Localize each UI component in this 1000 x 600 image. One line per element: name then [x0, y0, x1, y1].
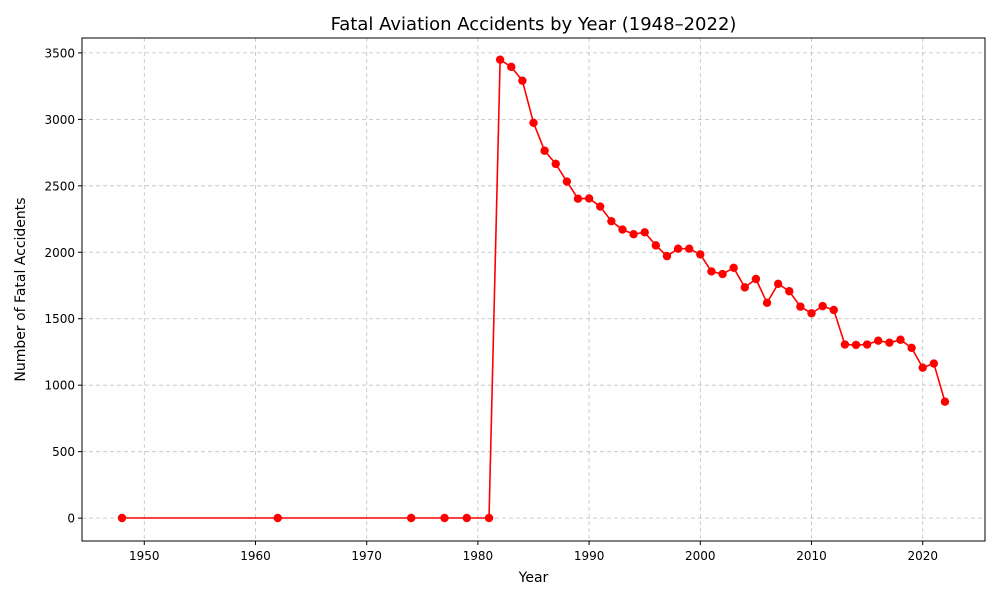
data-point: [607, 216, 616, 226]
data-point: [540, 146, 549, 155]
x-tick-label: 2010: [796, 549, 827, 563]
data-point: [807, 309, 816, 318]
data-point: [851, 340, 861, 350]
data-point: [762, 298, 772, 307]
data-point: [518, 76, 527, 85]
data-point: [684, 244, 694, 253]
data-point: [862, 340, 872, 349]
data-point: [907, 343, 916, 353]
data-point: [718, 269, 727, 279]
x-tick-label: 1960: [240, 549, 271, 563]
data-point: [495, 55, 505, 64]
data-point: [940, 397, 950, 406]
data-series: [117, 55, 950, 523]
data-point: [406, 513, 416, 523]
data-point: [840, 340, 850, 349]
data-point: [462, 513, 471, 523]
data-point: [117, 513, 127, 523]
data-point: [918, 363, 927, 372]
y-axis-label: Number of Fatal Accidents: [13, 197, 29, 381]
data-point: [773, 279, 783, 288]
data-point: [818, 301, 827, 311]
x-tick-label: 1970: [351, 549, 382, 563]
data-point: [874, 336, 883, 345]
y-tick-label: 2500: [44, 179, 75, 193]
x-tick-label: 2000: [685, 549, 716, 563]
data-point: [796, 302, 805, 311]
data-point: [929, 359, 939, 368]
data-point: [740, 283, 749, 292]
data-point: [885, 338, 894, 347]
y-tick-label: 3500: [44, 46, 75, 60]
data-point: [562, 177, 572, 186]
data-point: [696, 250, 705, 259]
x-axis-label: Year: [518, 570, 549, 586]
x-axis: 1950 1960 1970 1980 1990 2000 2010 2020: [129, 541, 938, 563]
data-point: [618, 225, 627, 234]
y-tick-label: 3000: [44, 113, 75, 127]
data-point: [584, 194, 594, 203]
data-point: [673, 244, 683, 253]
data-point: [729, 263, 738, 273]
y-tick-label: 1500: [44, 312, 75, 326]
y-tick-label: 2000: [44, 246, 75, 260]
plot-frame: [81, 37, 986, 542]
data-point: [507, 62, 516, 72]
data-point: [629, 230, 638, 239]
x-tick-label: 1950: [129, 549, 160, 563]
y-axis: 0 500 1000 1500 2000 2500 3000 3500: [44, 46, 82, 526]
data-point: [829, 305, 838, 315]
chart-title: Fatal Aviation Accidents by Year (1948–2…: [331, 14, 737, 35]
x-tick-label: 2020: [907, 549, 938, 563]
data-point: [640, 228, 649, 237]
data-point: [551, 159, 560, 169]
data-point: [596, 202, 605, 211]
y-tick-label: 0: [67, 512, 75, 526]
data-point: [573, 194, 583, 203]
data-point: [273, 513, 282, 523]
x-tick-label: 1980: [463, 549, 494, 563]
data-point: [785, 287, 794, 296]
data-point: [440, 513, 449, 523]
data-point: [896, 335, 905, 344]
data-point: [707, 267, 716, 276]
data-point: [751, 274, 761, 284]
y-tick-label: 500: [52, 445, 75, 459]
x-tick-label: 1990: [574, 549, 605, 563]
y-tick-label: 1000: [44, 379, 75, 393]
data-point: [529, 118, 538, 128]
data-point: [484, 513, 494, 523]
data-point: [662, 251, 672, 261]
data-point: [651, 241, 661, 250]
